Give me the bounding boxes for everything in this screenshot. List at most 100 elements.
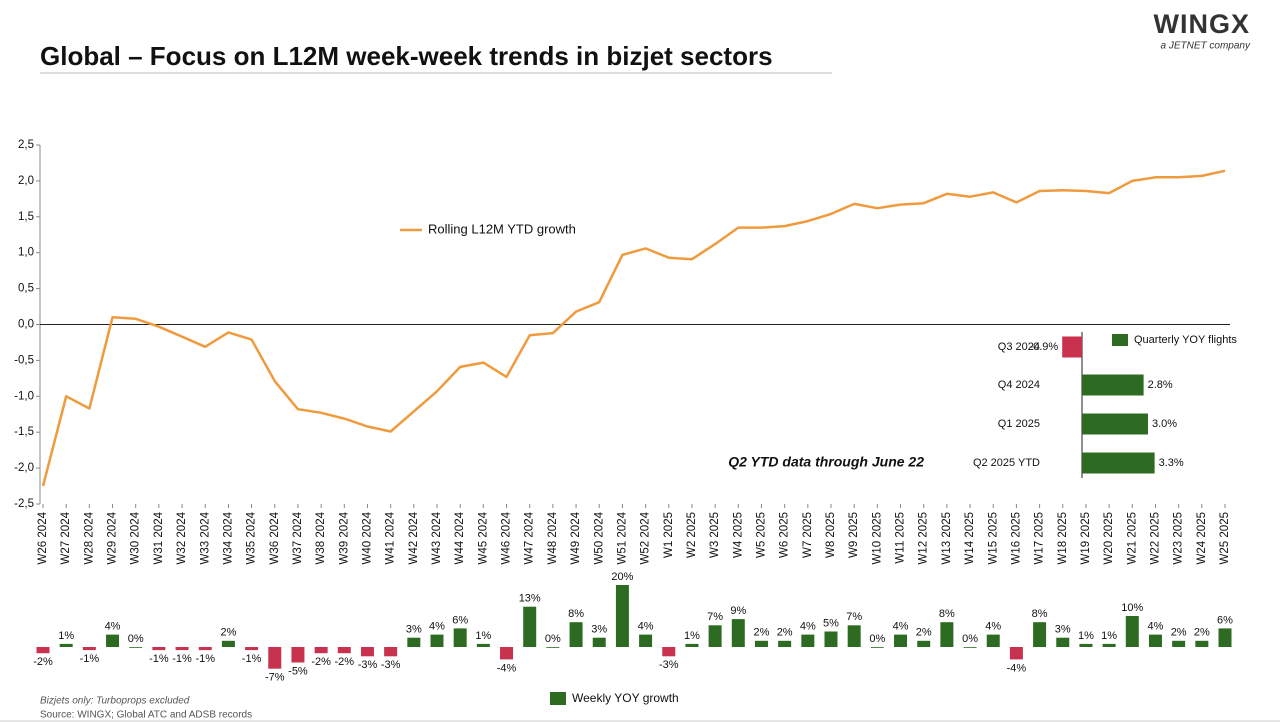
y-tick-label: 2,0 <box>18 175 34 187</box>
x-tick-label: W33 2024 <box>199 511 211 564</box>
x-tick-label: W5 2025 <box>756 512 768 558</box>
x-tick-label: W28 2024 <box>83 511 95 564</box>
x-tick-label: W42 2024 <box>408 511 420 564</box>
bar-label: 1% <box>475 630 491 642</box>
x-tick-label: W7 2025 <box>802 512 814 558</box>
bar <box>685 643 699 647</box>
y-tick-label: -0,5 <box>14 354 34 366</box>
bar <box>1172 640 1186 647</box>
hbar-label: -0.9% <box>1029 341 1058 353</box>
bar <box>221 640 235 647</box>
y-tick-label: -2,5 <box>14 498 34 510</box>
bar-label: 2% <box>220 627 236 639</box>
bar-label: 4% <box>985 621 1001 633</box>
bar <box>314 647 328 654</box>
bar-label: 13% <box>519 593 541 605</box>
x-tick-label: W11 2025 <box>895 512 907 564</box>
bar <box>476 643 490 647</box>
y-tick-label: 1,0 <box>18 247 34 259</box>
bar-label: -4% <box>497 662 517 674</box>
x-tick-label: W18 2025 <box>1057 512 1069 564</box>
bar <box>407 637 421 647</box>
x-tick-label: W10 2025 <box>871 512 883 564</box>
hbar-label: 2.8% <box>1148 379 1173 391</box>
bar-label: -2% <box>335 656 355 668</box>
bar-label: 3% <box>591 624 607 636</box>
bar-label: 1% <box>1101 630 1117 642</box>
bar <box>569 622 583 647</box>
bar-label: 8% <box>939 608 955 620</box>
x-tick-label: W49 2024 <box>570 511 582 564</box>
bar-label: 6% <box>1217 614 1233 626</box>
x-tick-label: W40 2024 <box>362 511 374 564</box>
bar <box>963 647 977 648</box>
bar-label: 4% <box>1148 621 1164 633</box>
bar <box>1079 643 1093 647</box>
bar-label: 4% <box>429 621 445 633</box>
bar <box>523 606 537 647</box>
bar <box>36 647 50 654</box>
bar <box>268 647 282 669</box>
bar <box>1033 622 1047 647</box>
bar <box>1218 628 1232 647</box>
bar-label: 2% <box>916 627 932 639</box>
bar <box>430 634 444 647</box>
bar-label: 6% <box>452 614 468 626</box>
x-tick-label: W30 2024 <box>130 511 142 564</box>
x-tick-label: W45 2024 <box>477 511 489 564</box>
x-tick-label: W37 2024 <box>292 511 304 564</box>
x-tick-label: W17 2025 <box>1034 512 1046 564</box>
bar <box>453 628 467 647</box>
x-tick-label: W50 2024 <box>593 511 605 564</box>
bar <box>824 631 838 647</box>
x-tick-label: W20 2025 <box>1103 512 1115 564</box>
y-tick-label: -1,0 <box>14 390 34 402</box>
bar <box>82 647 96 651</box>
bar-label: 8% <box>1032 608 1048 620</box>
bar-label: 7% <box>707 611 723 623</box>
bar <box>986 634 1000 647</box>
footnote: Source: WINGX; Global ATC and ADSB recor… <box>40 710 252 721</box>
bar <box>291 647 305 663</box>
x-tick-label: W31 2024 <box>153 511 165 564</box>
bar <box>337 647 351 654</box>
x-tick-label: W15 2025 <box>987 512 999 564</box>
bar <box>870 647 884 648</box>
x-tick-label: W8 2025 <box>825 512 837 558</box>
x-tick-label: W51 2024 <box>616 511 628 564</box>
bar-label: -1% <box>149 653 169 665</box>
bar-label: -3% <box>381 659 401 671</box>
bar <box>59 643 73 647</box>
legend-swatch <box>1112 334 1128 346</box>
bar <box>129 647 143 648</box>
bar-label: 7% <box>846 611 862 623</box>
bar <box>639 634 653 647</box>
bar-label: 1% <box>1078 630 1094 642</box>
x-tick-label: W38 2024 <box>315 511 327 564</box>
x-tick-label: W22 2025 <box>1150 512 1162 564</box>
bar-label: 0% <box>128 633 144 645</box>
x-tick-label: W48 2024 <box>547 511 559 564</box>
bar <box>384 647 398 657</box>
x-tick-label: W32 2024 <box>176 511 188 564</box>
bar-label: -4% <box>1007 662 1027 674</box>
bar <box>1102 643 1116 647</box>
bar-label: 2% <box>1194 627 1210 639</box>
bar <box>245 647 259 651</box>
y-tick-label: 2,5 <box>18 139 34 151</box>
x-tick-label: W21 2025 <box>1126 512 1138 564</box>
bar <box>801 634 815 647</box>
x-tick-label: W16 2025 <box>1010 512 1022 564</box>
bar-label: 4% <box>638 621 654 633</box>
bar-label: 2% <box>1171 627 1187 639</box>
x-tick-label: W23 2025 <box>1173 512 1185 564</box>
bar-label: -1% <box>242 653 262 665</box>
bar-label: -5% <box>288 665 308 677</box>
logo-tagline: a JETNET company <box>1161 41 1251 52</box>
x-tick-label: W29 2024 <box>107 511 119 564</box>
bar <box>546 647 560 648</box>
bar <box>940 622 954 647</box>
bar-label: -7% <box>265 672 285 684</box>
bar <box>754 640 768 647</box>
bar-label: -1% <box>195 653 215 665</box>
